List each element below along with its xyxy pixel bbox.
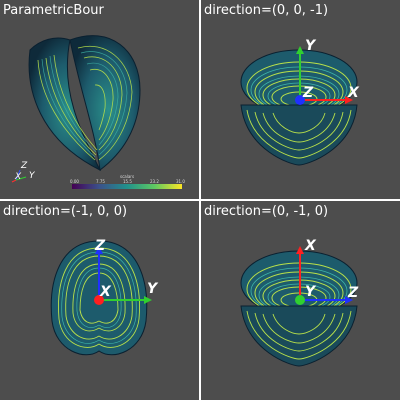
axes-gizmo: Y X Z bbox=[295, 38, 360, 105]
axis-label-right: Z bbox=[347, 285, 359, 301]
panel-title: direction=(0, -1, 0) bbox=[204, 204, 329, 219]
scalar-bar-tick: 23.2 bbox=[150, 179, 159, 184]
surface-stripes-teal bbox=[41, 51, 128, 158]
bour-surface-render: Z Y X bbox=[50, 238, 159, 356]
axis-label-up: Y bbox=[305, 38, 317, 54]
scalar-bar-tick: 0.00 bbox=[70, 179, 79, 184]
bour-surface-render: X Z Y bbox=[240, 238, 359, 367]
scalar-bar: scalars 0.00 7.75 15.5 23.2 31.0 bbox=[70, 174, 185, 189]
panel-title: direction=(0, 0, -1) bbox=[204, 3, 329, 18]
surface-lobe-left bbox=[28, 37, 102, 172]
bour-surface-render: Y X Z bbox=[240, 38, 360, 166]
scalar-bar-title: scalars bbox=[120, 174, 134, 179]
surface-stripes-lower bbox=[246, 109, 352, 159]
triad-z-label: Z bbox=[20, 161, 28, 171]
axis-label-center: Z bbox=[302, 85, 314, 101]
axis-label-up: Z bbox=[94, 238, 106, 254]
scalar-bar-tick: 15.5 bbox=[123, 179, 132, 184]
surface-stripes bbox=[37, 46, 133, 161]
panel-title: ParametricBour bbox=[3, 3, 104, 18]
axis-label-right: Y bbox=[147, 281, 159, 297]
surface-lower bbox=[240, 305, 358, 367]
orientation-triad: Z X Y bbox=[11, 161, 36, 183]
panel-title: direction=(-1, 0, 0) bbox=[3, 204, 128, 219]
axis-label-center: X bbox=[99, 284, 112, 300]
scalar-bar-tick: 31.0 bbox=[176, 179, 185, 184]
render-panel-parametric-bour[interactable]: ParametricBour bbox=[0, 0, 199, 199]
axes-gizmo: Z Y X bbox=[94, 238, 159, 305]
render-panel-direction-y[interactable]: direction=(0, -1, 0) bbox=[201, 201, 400, 400]
axis-label-right: X bbox=[347, 85, 360, 101]
surface-stripes bbox=[58, 247, 140, 348]
axis-label-up: X bbox=[304, 238, 317, 254]
bour-surface-render: Z X Y scalars 0.00 7.75 bbox=[11, 35, 185, 189]
render-panel-direction-x[interactable]: direction=(-1, 0, 0) bbox=[0, 201, 199, 400]
axes-gizmo: X Z Y bbox=[295, 238, 359, 305]
scalar-bar-tick: 7.75 bbox=[96, 179, 105, 184]
render-panel-direction-z[interactable]: direction=(0, 0, -1) bbox=[201, 0, 400, 199]
surface-stripes-lower bbox=[246, 310, 352, 360]
triad-x-label: X bbox=[14, 172, 22, 182]
axis-label-center: Y bbox=[305, 284, 317, 300]
surface-lower bbox=[240, 104, 358, 166]
triad-y-label: Y bbox=[29, 171, 36, 181]
